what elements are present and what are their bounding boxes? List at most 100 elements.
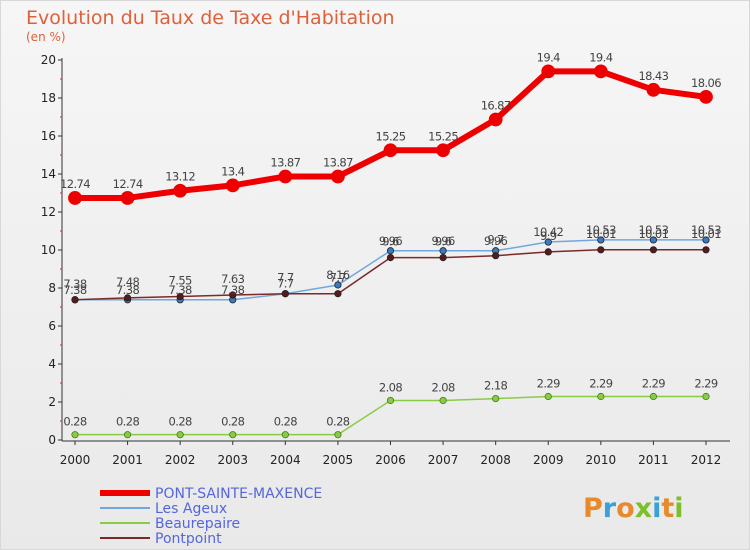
data-label: 10.01 [586,227,616,241]
chart-title: Evolution du Taux de Taxe d'Habitation [26,7,395,29]
data-point [229,431,237,439]
legend-label: Les Ageux [155,501,227,517]
data-point [702,246,710,254]
data-point [334,431,342,439]
data-point [597,236,605,244]
data-point [646,82,661,97]
data-point [702,236,710,244]
data-point [383,143,398,158]
data-label: 7.38 [221,283,244,297]
data-point [123,431,132,439]
x-tick-label: 2003 [217,453,248,467]
data-point [492,252,500,260]
data-label: 13.12 [165,170,195,184]
data-point [120,191,135,205]
y-tick-label: 16 [41,129,56,143]
data-label: 10.53 [691,223,721,237]
data-label: 7.38 [116,283,139,297]
data-point [123,294,132,302]
x-tick-label: 2007 [428,453,459,467]
data-label: 10.01 [638,227,668,241]
data-label: 13.4 [221,164,244,178]
data-label: 7.7 [277,277,294,291]
y-tick-label: 4 [48,357,56,371]
data-label: 2.29 [589,376,612,390]
data-label: 2.29 [537,376,560,390]
y-tick-label: 14 [41,167,56,181]
logo-letter: i [674,493,683,524]
data-label: 15.25 [428,129,458,143]
data-label: 0.28 [169,415,192,429]
data-point [597,246,605,254]
data-label: 2.08 [379,380,402,394]
data-label: 9.9 [540,229,557,243]
y-tick-label: 18 [41,91,56,105]
y-tick-label: 20 [41,53,56,67]
chart-subtitle: (en %) [26,30,66,44]
data-label: 7.38 [169,283,192,297]
x-tick-label: 2001 [112,453,143,467]
data-point [439,396,447,405]
data-label: 10.42 [533,225,563,239]
x-tick-label: 2006 [375,453,406,467]
data-point [229,291,237,299]
data-label: 0.28 [221,415,244,429]
data-point [439,247,447,255]
data-label: 10.53 [638,223,668,237]
data-point [593,64,608,79]
data-label: 9.96 [379,234,402,248]
data-label: 7.7 [330,271,347,285]
data-point [386,247,395,255]
y-tick-label: 10 [41,243,56,257]
x-tick-label: 2008 [480,453,511,467]
data-point [173,183,188,198]
data-label: 9.96 [484,234,507,248]
data-point [544,392,552,401]
data-point [71,431,79,439]
data-label: 2.29 [642,376,665,390]
y-tick-label: 0 [48,433,56,447]
logo-letter: r [603,493,617,524]
data-label: 9.6 [435,235,452,249]
data-label: 0.28 [63,415,86,429]
data-point [544,248,552,256]
legend-label: Pontpoint [155,531,222,547]
data-point [544,238,552,246]
data-point [386,396,395,405]
data-label: 0.28 [274,415,297,429]
data-label: 9.6 [382,235,399,249]
data-point [436,143,450,158]
data-label: 0.28 [326,415,349,429]
data-point [649,236,658,244]
proxiti-logo: Proxiti [583,493,684,524]
data-point [649,246,658,254]
logo-letter: i [652,493,661,524]
data-label: 15.25 [376,129,406,143]
x-tick-label: 2012 [691,453,722,467]
y-tick-label: 12 [41,205,56,219]
data-label: 7.38 [63,283,86,297]
data-point [281,431,289,439]
series-lines [68,64,713,439]
data-point [541,64,556,79]
data-label: 10.01 [691,227,721,241]
data-label: 13.87 [323,155,353,169]
logo-letter: t [661,493,674,524]
data-label: 18.06 [691,76,721,90]
data-label: 2.29 [694,376,717,390]
x-tick-label: 2004 [270,453,301,467]
data-point [699,89,713,104]
data-point [71,296,79,304]
x-tick-label: 2005 [323,453,354,467]
data-label: 19.4 [589,50,612,64]
data-label: 2.18 [484,379,507,393]
data-label: 12.74 [113,177,143,191]
data-point [331,169,345,184]
data-point [278,169,293,184]
data-point [225,178,240,193]
data-point [176,292,184,301]
logo-letter: x [635,493,652,524]
data-point [597,392,605,401]
